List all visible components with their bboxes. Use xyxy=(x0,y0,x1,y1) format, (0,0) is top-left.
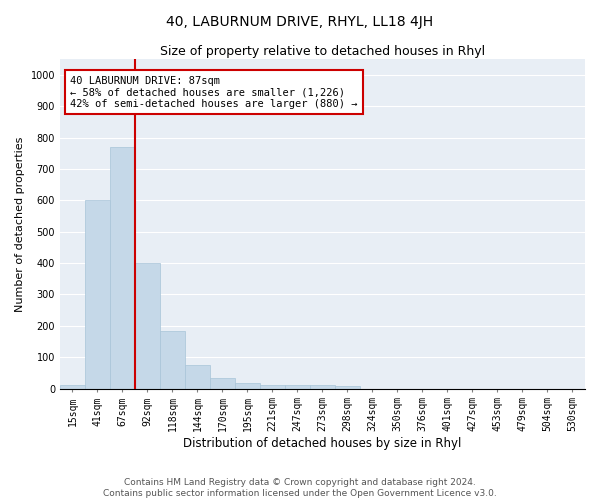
Bar xyxy=(160,330,185,388)
Text: Contains HM Land Registry data © Crown copyright and database right 2024.
Contai: Contains HM Land Registry data © Crown c… xyxy=(103,478,497,498)
Bar xyxy=(310,386,335,388)
Bar xyxy=(110,147,135,388)
Title: Size of property relative to detached houses in Rhyl: Size of property relative to detached ho… xyxy=(160,45,485,58)
Bar xyxy=(185,365,210,388)
Bar xyxy=(235,383,260,388)
Bar xyxy=(260,385,285,388)
Bar xyxy=(85,200,110,388)
Bar xyxy=(285,386,310,388)
Text: 40 LABURNUM DRIVE: 87sqm
← 58% of detached houses are smaller (1,226)
42% of sem: 40 LABURNUM DRIVE: 87sqm ← 58% of detach… xyxy=(70,76,358,109)
Y-axis label: Number of detached properties: Number of detached properties xyxy=(15,136,25,312)
Bar xyxy=(210,378,235,388)
Text: 40, LABURNUM DRIVE, RHYL, LL18 4JH: 40, LABURNUM DRIVE, RHYL, LL18 4JH xyxy=(166,15,434,29)
Bar xyxy=(335,386,360,388)
X-axis label: Distribution of detached houses by size in Rhyl: Distribution of detached houses by size … xyxy=(183,437,461,450)
Bar xyxy=(135,263,160,388)
Bar xyxy=(60,385,85,388)
